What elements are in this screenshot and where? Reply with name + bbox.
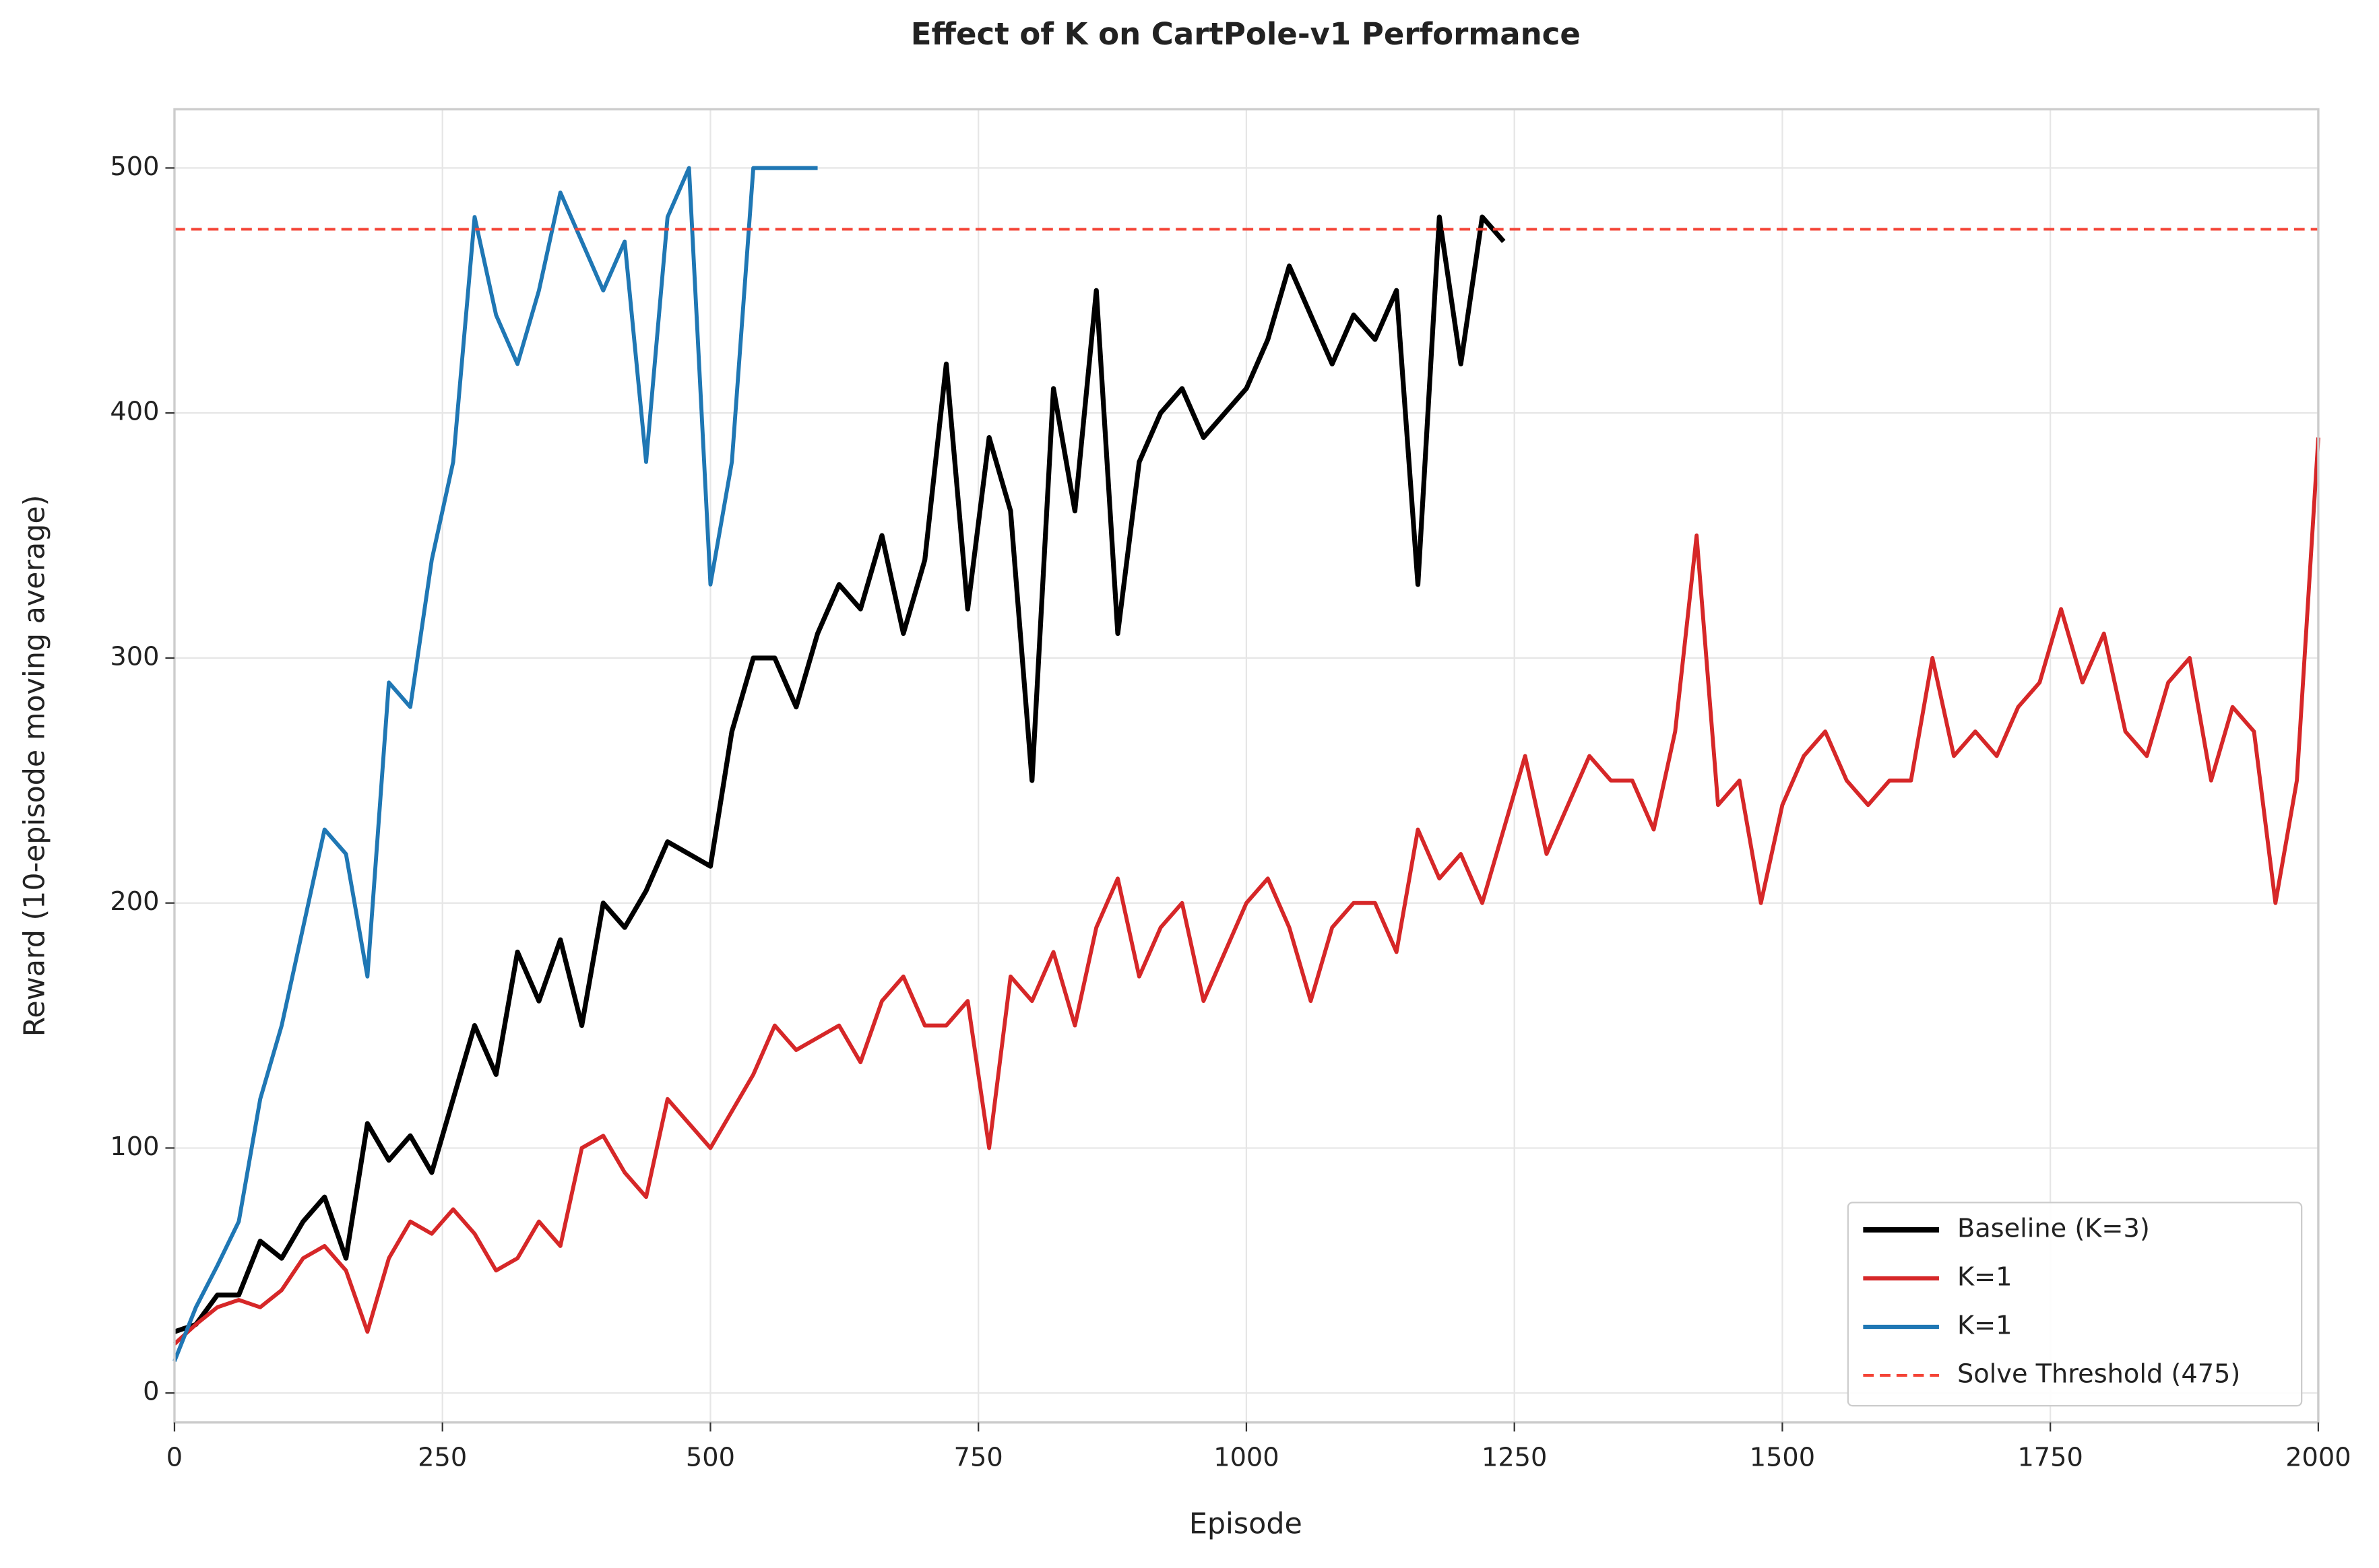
x-tick-label: 1250 <box>1482 1442 1547 1472</box>
y-tick-label: 200 <box>110 886 159 917</box>
x-tick-label: 500 <box>686 1442 735 1472</box>
legend-label: Baseline (K=3) <box>1957 1213 2150 1243</box>
x-tick-label: 750 <box>954 1442 1003 1472</box>
legend: Baseline (K=3) K=1 K=1 Solve Threshold (475… <box>1847 1202 2303 1407</box>
plot-area <box>172 166 2320 1363</box>
chart-title: Effect of K on CartPole-v1 Performance <box>911 16 1581 52</box>
legend-box <box>1847 1202 2303 1407</box>
x-axis-label: Episode <box>1189 1507 1302 1540</box>
x-tick-label: 1500 <box>1750 1442 1815 1472</box>
y-tick-label: 0 <box>143 1377 159 1407</box>
x-tick-label: 250 <box>418 1442 467 1472</box>
series-line <box>173 214 1506 1334</box>
legend-label: Solve Threshold (475) <box>1957 1359 2240 1390</box>
x-tick-label: 2000 <box>2285 1442 2351 1472</box>
legend-label: K=1 <box>1957 1262 2012 1292</box>
series-line <box>172 437 2320 1346</box>
legend-label: K=1 <box>1957 1311 2012 1341</box>
y-axis-label: Reward (10-episode moving average) <box>18 495 52 1037</box>
y-tick-label: 100 <box>110 1132 159 1162</box>
series-line <box>172 166 818 1363</box>
x-tick-label: 0 <box>166 1442 183 1472</box>
x-tick-label: 1000 <box>1213 1442 1279 1472</box>
x-tick-label: 1750 <box>2017 1442 2083 1472</box>
y-tick-label: 500 <box>110 152 159 182</box>
y-tick-label: 400 <box>110 397 159 427</box>
y-tick-label: 300 <box>110 641 159 672</box>
